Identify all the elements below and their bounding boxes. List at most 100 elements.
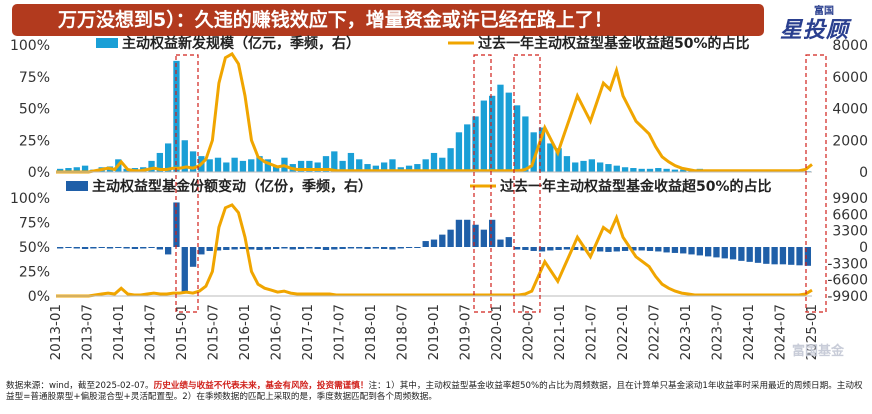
bar bbox=[497, 239, 504, 247]
bar bbox=[140, 247, 147, 249]
bar bbox=[248, 159, 255, 172]
ratio-line bbox=[56, 51, 813, 174]
bar bbox=[123, 247, 130, 249]
bar bbox=[522, 247, 529, 250]
highlight-box bbox=[805, 54, 827, 313]
bar bbox=[596, 162, 604, 172]
bar bbox=[56, 247, 64, 249]
bar bbox=[81, 247, 89, 249]
bar bbox=[256, 156, 263, 172]
bar bbox=[364, 164, 371, 172]
bar bbox=[447, 148, 454, 172]
bar bbox=[131, 247, 139, 249]
bar bbox=[389, 247, 396, 250]
bar bbox=[239, 160, 247, 172]
bar bbox=[331, 247, 338, 250]
legend-swatch-bars bbox=[96, 38, 118, 48]
bar bbox=[480, 100, 488, 172]
bar bbox=[530, 247, 537, 251]
x-axis-tick-label: 2022-07 bbox=[647, 304, 663, 360]
bar bbox=[680, 247, 687, 254]
bar bbox=[214, 157, 222, 172]
right-axis-tick-label: 9900 bbox=[832, 191, 868, 207]
bar bbox=[538, 127, 546, 172]
highlight-box bbox=[175, 54, 199, 313]
bar bbox=[115, 247, 122, 248]
bar bbox=[65, 247, 72, 248]
legend-label-line: 过去一年主动权益型基金收益超50%的占比 bbox=[500, 178, 772, 195]
bar bbox=[663, 168, 670, 172]
highlight-box bbox=[473, 54, 492, 313]
right-axis-tick-label: 0 bbox=[859, 240, 868, 256]
bar bbox=[613, 247, 620, 252]
bar bbox=[754, 247, 762, 263]
right-axis-tick-label: 0 bbox=[859, 165, 868, 181]
bar bbox=[264, 247, 272, 250]
x-axis-tick-label: 2016-07 bbox=[269, 304, 285, 360]
bar bbox=[547, 247, 554, 251]
bar bbox=[248, 247, 255, 250]
title-box: 万万没想到5）：久违的赚钱效应下，增量资金或许已经在路上了！ bbox=[12, 4, 764, 36]
bar bbox=[347, 152, 355, 172]
bar bbox=[563, 247, 571, 250]
x-axis-tick-label: 2018-07 bbox=[395, 304, 411, 360]
bar bbox=[605, 247, 612, 252]
x-axis-tick-label: 2014-07 bbox=[143, 304, 159, 360]
bar bbox=[148, 247, 155, 248]
bar bbox=[596, 247, 604, 252]
bar bbox=[231, 247, 238, 250]
bar bbox=[389, 159, 396, 172]
bar bbox=[796, 247, 803, 266]
x-axis-tick-label: 2019-07 bbox=[458, 304, 474, 360]
bar bbox=[231, 157, 238, 172]
bar bbox=[90, 247, 97, 249]
x-axis-tick-label: 2016-01 bbox=[237, 304, 253, 360]
bar bbox=[779, 247, 787, 265]
bar bbox=[306, 160, 313, 172]
bar bbox=[206, 159, 213, 172]
bar bbox=[696, 247, 704, 256]
bar bbox=[81, 165, 89, 172]
bar bbox=[488, 219, 496, 247]
bar bbox=[588, 247, 596, 251]
bar bbox=[173, 60, 180, 172]
bar bbox=[297, 247, 305, 249]
left-axis-tick-label: 50% bbox=[19, 240, 50, 256]
bar bbox=[663, 247, 670, 253]
bar bbox=[713, 247, 720, 258]
x-axis-tick-label: 2021-07 bbox=[584, 304, 600, 360]
bar bbox=[630, 168, 637, 172]
bar bbox=[547, 143, 554, 172]
logo-big-text: 星投顾 bbox=[780, 18, 850, 43]
x-axis-tick-label: 2024-07 bbox=[773, 304, 789, 360]
bar bbox=[314, 247, 321, 249]
bar bbox=[148, 160, 155, 172]
right-axis-tick-label: 8000 bbox=[832, 38, 868, 54]
bar bbox=[156, 152, 164, 172]
bar bbox=[488, 95, 496, 172]
bar bbox=[513, 247, 521, 250]
bar bbox=[613, 165, 620, 172]
bar bbox=[322, 156, 330, 172]
bar bbox=[729, 247, 737, 260]
bar bbox=[306, 247, 313, 249]
bar bbox=[555, 148, 562, 172]
bar bbox=[680, 169, 687, 172]
bar bbox=[513, 105, 521, 172]
bar bbox=[455, 132, 463, 172]
bar bbox=[272, 165, 280, 172]
bar bbox=[181, 140, 188, 172]
bar bbox=[472, 116, 479, 172]
bar bbox=[655, 168, 662, 172]
bar bbox=[788, 247, 795, 265]
left-axis-tick-label: 50% bbox=[19, 102, 50, 118]
bar bbox=[621, 247, 629, 251]
bar bbox=[505, 92, 512, 172]
right-axis-tick-label: 2000 bbox=[832, 133, 868, 149]
bar bbox=[356, 159, 363, 172]
bar bbox=[422, 159, 429, 172]
x-axis-tick-label: 2024-01 bbox=[741, 304, 757, 360]
bar bbox=[447, 229, 454, 247]
bar bbox=[704, 247, 712, 257]
bar bbox=[106, 247, 114, 249]
